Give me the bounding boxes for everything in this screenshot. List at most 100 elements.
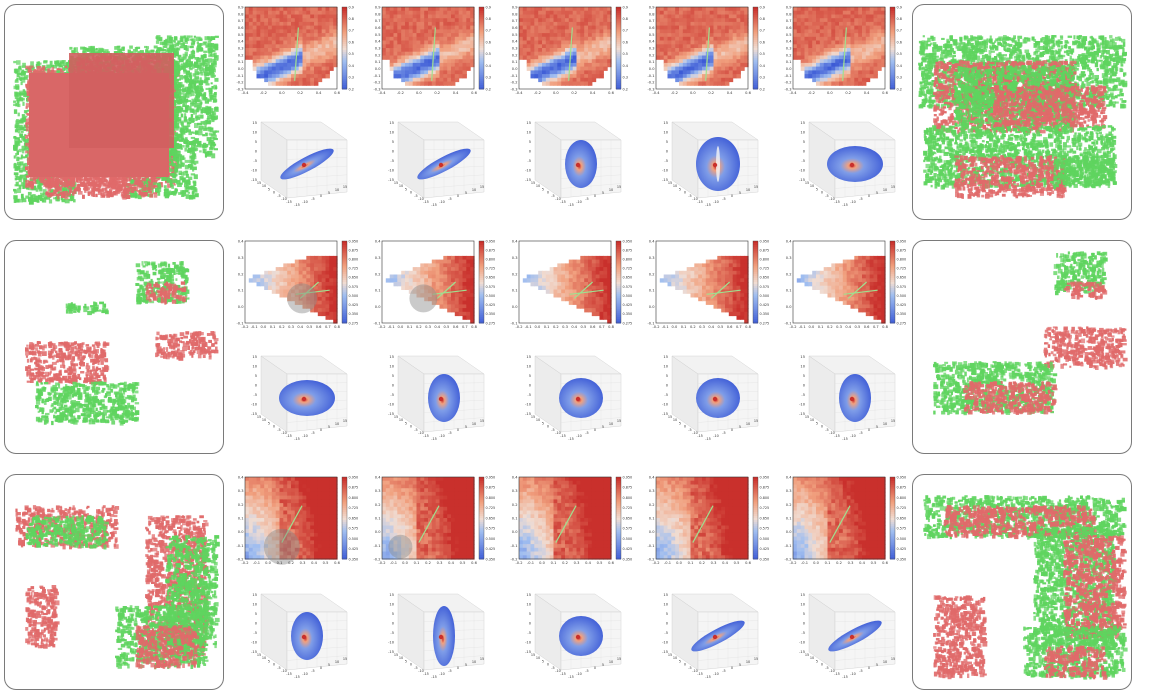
- x-tick-label: 0.2: [699, 561, 705, 565]
- z-tick-label: 15: [389, 121, 394, 125]
- x-tick-label: 0.5: [597, 561, 603, 565]
- x-tick-label: -0.2: [789, 325, 796, 329]
- x-tick-label: 0.6: [316, 325, 322, 329]
- colorbar-tick-label: 0.875: [760, 486, 770, 490]
- colorbar-tick-label: 0.8: [349, 17, 354, 21]
- colorbar-tick-label: 0.950: [486, 239, 496, 243]
- ellipsoid-plot-row1-col1: 15 10 5 0 -5 -10 -15 15 10 5 0 -5 -10 -15 -15 -10 -5 0 5 10…: [239, 118, 369, 214]
- y-tick-label: 0.4: [649, 40, 655, 44]
- colorbar-tick-label: 0.425: [623, 547, 633, 551]
- pointcloud-right-row2: [912, 240, 1132, 454]
- y-tick-label: -0.1: [373, 544, 380, 548]
- colorbar-tick-label: 0.2: [486, 87, 491, 91]
- colorbar-tick-label: 0.950: [897, 475, 907, 479]
- x-tick-label: 0.2: [836, 561, 842, 565]
- x-tick-label: 0.7: [599, 325, 605, 329]
- ellipsoid-peak: [438, 396, 444, 402]
- heatmap-row2-col5: 0.4 0.3 0.2 0.1 0.0 -0.1 -0.2 -0.1 0.0 0.1 0.2 0.3 0…: [781, 238, 916, 335]
- x-tick-label: 0.2: [425, 561, 431, 565]
- y-tick-label: 0.3: [512, 256, 518, 260]
- y-tick-label: 10: [746, 188, 750, 192]
- x-tick-label: -15: [286, 200, 292, 204]
- z-tick-label: -15: [662, 178, 668, 182]
- y-tick-label: 0.6: [512, 26, 518, 30]
- x-tick-label: 0.4: [859, 561, 865, 565]
- y-tick-label: -10: [713, 200, 719, 204]
- heatmap-surface: [382, 7, 475, 86]
- y-tick-label: -0.3: [373, 88, 380, 92]
- heatmap-row3-col4: 0.4 0.3 0.2 0.1 0.0 -0.1 -0.2 -0.2 -0.1 0.0 0.1 0.2…: [644, 474, 779, 571]
- z-tick-label: -10: [525, 403, 532, 407]
- x-tick-label: 0.2: [434, 91, 440, 95]
- x-tick-label: 10: [536, 656, 540, 660]
- y-tick-label: -0.2: [373, 558, 380, 562]
- colorbar-tick-label: 0.7: [760, 29, 765, 33]
- z-tick-label: 15: [663, 355, 668, 359]
- colorbar-tick-label: 0.950: [897, 239, 907, 243]
- pointcloud-right-row3: [912, 474, 1132, 690]
- x-tick-label: 0.5: [460, 561, 466, 565]
- colorbar-tick-label: 0.800: [623, 496, 633, 500]
- x-tick-label: 0.3: [300, 561, 306, 565]
- x-tick-label: 15: [394, 415, 398, 419]
- z-tick-label: -10: [662, 641, 669, 645]
- y-tick-label: -0.2: [784, 558, 791, 562]
- z-tick-label: 10: [800, 603, 805, 607]
- y-tick-label: 0.2: [375, 272, 381, 276]
- pointcloud-left-row3: [4, 474, 224, 690]
- x-tick-label: 0.5: [855, 325, 861, 329]
- gaussian-ellipsoid: [691, 620, 745, 652]
- y-tick-label: 0.9: [512, 6, 518, 10]
- ellipsoid-peak: [301, 162, 307, 168]
- y-tick-label: 15: [617, 657, 621, 661]
- colorbar-tick-label: 0.2: [349, 87, 354, 91]
- x-tick-label: 0.6: [745, 561, 751, 565]
- ellipsoid-peak: [438, 162, 444, 168]
- x-tick-label: 0.2: [690, 325, 696, 329]
- x-tick-label: -0.2: [671, 91, 678, 95]
- x-tick-label: 0.5: [323, 561, 329, 565]
- z-tick-label: 10: [663, 131, 668, 135]
- x-tick-label: 0.0: [398, 325, 404, 329]
- y-tick-label: -0.3: [647, 88, 654, 92]
- colorbar-tick-label: 0.350: [897, 557, 907, 561]
- colorbar-tick-label: 0.8: [897, 17, 902, 21]
- colorbar-tick-label: 0.2: [623, 87, 628, 91]
- z-tick-label: -15: [251, 412, 257, 416]
- z-tick-label: -15: [799, 178, 805, 182]
- gaussian-ellipsoid: [417, 148, 471, 180]
- heatmap-surface: [656, 477, 749, 560]
- x-tick-label: -0.2: [652, 325, 659, 329]
- colorbar-tick-label: 0.6: [760, 40, 765, 44]
- x-tick-label: 0: [684, 663, 686, 667]
- x-tick-label: -0.4: [789, 91, 797, 95]
- y-tick-label: -0.1: [510, 544, 517, 548]
- colorbar-tick-label: 0.275: [623, 321, 633, 325]
- z-tick-label: 0: [529, 622, 532, 626]
- z-tick-label: -5: [664, 631, 668, 635]
- z-tick-label: 5: [666, 612, 668, 616]
- z-tick-label: -15: [525, 178, 531, 182]
- colorbar-tick-label: 0.800: [349, 496, 359, 500]
- y-tick-label: -5: [311, 431, 314, 435]
- colorbar-tick-label: 0.950: [760, 239, 770, 243]
- y-tick-label: -0.3: [236, 88, 243, 92]
- y-tick-label: 0.4: [238, 40, 244, 44]
- x-tick-label: -5: [551, 194, 554, 198]
- x-tick-label: 0.6: [864, 325, 870, 329]
- x-tick-label: 0.4: [590, 91, 596, 95]
- colorbar: [341, 240, 348, 324]
- trajectory-line: [294, 27, 299, 81]
- y-tick-label: 10: [609, 660, 613, 664]
- x-tick-label: 0.6: [334, 91, 340, 95]
- x-tick-label: -15: [286, 672, 292, 676]
- z-tick-label: -10: [251, 403, 258, 407]
- ellipsoid-peak: [849, 162, 855, 168]
- x-tick-label: 10: [399, 656, 403, 660]
- y-tick-label: 0.2: [512, 272, 518, 276]
- y-tick-label: 0.1: [375, 60, 381, 64]
- colorbar-tick-label: 0.650: [623, 516, 633, 520]
- trajectory-line: [568, 27, 573, 81]
- colorbar-tick-label: 0.575: [486, 527, 496, 531]
- y-tick-label: -0.1: [236, 322, 243, 326]
